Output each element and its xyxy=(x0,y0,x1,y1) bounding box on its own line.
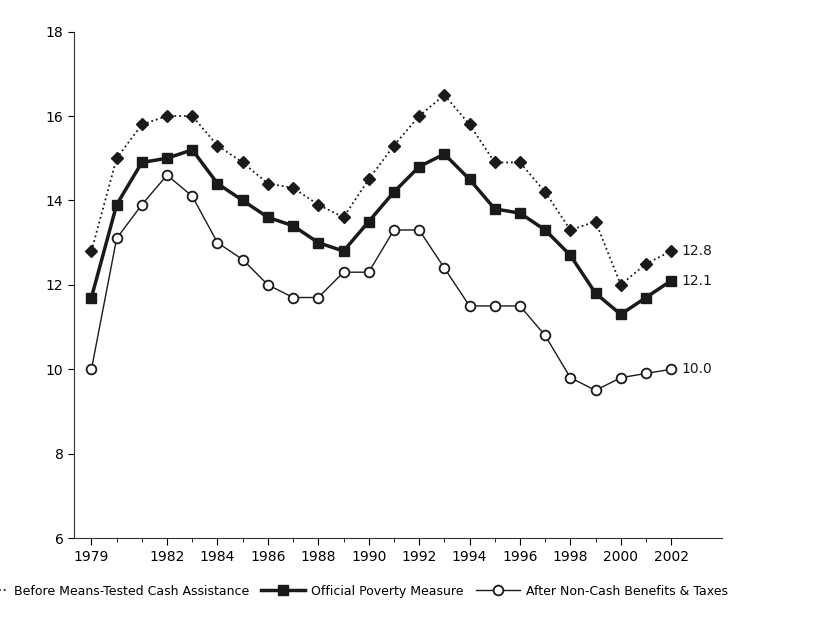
After Non-Cash Benefits & Taxes xyxy=(388,226,398,234)
Before Means-Tested Cash Assistance xyxy=(212,142,222,149)
Official Poverty Measure xyxy=(540,226,550,234)
Before Means-Tested Cash Assistance xyxy=(414,112,423,120)
After Non-Cash Benefits & Taxes xyxy=(162,172,172,179)
After Non-Cash Benefits & Taxes xyxy=(111,235,121,242)
Before Means-Tested Cash Assistance xyxy=(263,180,273,187)
Line: Before Means-Tested Cash Assistance: Before Means-Tested Cash Assistance xyxy=(87,91,675,289)
Before Means-Tested Cash Assistance xyxy=(313,201,323,208)
Official Poverty Measure xyxy=(137,159,147,166)
After Non-Cash Benefits & Taxes xyxy=(540,332,550,339)
Before Means-Tested Cash Assistance xyxy=(590,218,600,225)
After Non-Cash Benefits & Taxes xyxy=(364,268,373,276)
Before Means-Tested Cash Assistance xyxy=(287,184,297,192)
Official Poverty Measure xyxy=(338,248,348,255)
Before Means-Tested Cash Assistance xyxy=(514,159,524,166)
Text: 12.8: 12.8 xyxy=(681,244,711,258)
After Non-Cash Benefits & Taxes xyxy=(87,365,97,373)
Legend: Before Means-Tested Cash Assistance, Official Poverty Measure, After Non-Cash Be: Before Means-Tested Cash Assistance, Off… xyxy=(0,580,732,603)
Line: After Non-Cash Benefits & Taxes: After Non-Cash Benefits & Taxes xyxy=(87,170,675,395)
After Non-Cash Benefits & Taxes xyxy=(414,226,423,234)
After Non-Cash Benefits & Taxes xyxy=(287,294,297,301)
Official Poverty Measure xyxy=(313,239,323,246)
Official Poverty Measure xyxy=(287,222,297,230)
After Non-Cash Benefits & Taxes xyxy=(464,302,474,310)
Before Means-Tested Cash Assistance xyxy=(565,226,575,234)
Official Poverty Measure xyxy=(640,294,650,301)
Before Means-Tested Cash Assistance xyxy=(439,91,449,99)
Official Poverty Measure xyxy=(414,163,423,170)
Before Means-Tested Cash Assistance xyxy=(87,248,97,255)
Before Means-Tested Cash Assistance xyxy=(111,154,121,162)
After Non-Cash Benefits & Taxes xyxy=(489,302,499,310)
Official Poverty Measure xyxy=(238,197,247,204)
Before Means-Tested Cash Assistance xyxy=(615,281,625,289)
Official Poverty Measure xyxy=(666,277,676,284)
After Non-Cash Benefits & Taxes xyxy=(590,387,600,394)
Official Poverty Measure xyxy=(187,146,197,154)
Official Poverty Measure xyxy=(388,188,398,196)
After Non-Cash Benefits & Taxes xyxy=(439,264,449,272)
Official Poverty Measure xyxy=(489,205,499,213)
After Non-Cash Benefits & Taxes xyxy=(313,294,323,301)
Before Means-Tested Cash Assistance xyxy=(489,159,499,166)
Before Means-Tested Cash Assistance xyxy=(137,121,147,128)
Line: Official Poverty Measure: Official Poverty Measure xyxy=(87,145,675,319)
Official Poverty Measure xyxy=(464,175,474,183)
After Non-Cash Benefits & Taxes xyxy=(212,239,222,246)
After Non-Cash Benefits & Taxes xyxy=(338,268,348,276)
Before Means-Tested Cash Assistance xyxy=(388,142,398,149)
Official Poverty Measure xyxy=(565,251,575,259)
Official Poverty Measure xyxy=(590,289,600,297)
Before Means-Tested Cash Assistance xyxy=(187,112,197,120)
Official Poverty Measure xyxy=(162,154,172,162)
Official Poverty Measure xyxy=(263,213,273,221)
After Non-Cash Benefits & Taxes xyxy=(238,256,247,263)
Official Poverty Measure xyxy=(364,218,373,225)
After Non-Cash Benefits & Taxes xyxy=(187,192,197,200)
Before Means-Tested Cash Assistance xyxy=(162,112,172,120)
Before Means-Tested Cash Assistance xyxy=(338,213,348,221)
Before Means-Tested Cash Assistance xyxy=(364,175,373,183)
Before Means-Tested Cash Assistance xyxy=(238,159,247,166)
After Non-Cash Benefits & Taxes xyxy=(514,302,524,310)
After Non-Cash Benefits & Taxes xyxy=(565,374,575,382)
After Non-Cash Benefits & Taxes xyxy=(615,374,625,382)
Text: 10.0: 10.0 xyxy=(681,362,711,376)
Official Poverty Measure xyxy=(111,201,121,208)
Text: 12.1: 12.1 xyxy=(681,273,711,287)
Before Means-Tested Cash Assistance xyxy=(640,260,650,268)
After Non-Cash Benefits & Taxes xyxy=(137,201,147,208)
Official Poverty Measure xyxy=(439,150,449,158)
Before Means-Tested Cash Assistance xyxy=(666,248,676,255)
Before Means-Tested Cash Assistance xyxy=(464,121,474,128)
After Non-Cash Benefits & Taxes xyxy=(263,281,273,289)
After Non-Cash Benefits & Taxes xyxy=(666,365,676,373)
Official Poverty Measure xyxy=(615,311,625,318)
Before Means-Tested Cash Assistance xyxy=(540,188,550,196)
Official Poverty Measure xyxy=(514,210,524,217)
After Non-Cash Benefits & Taxes xyxy=(640,370,650,377)
Official Poverty Measure xyxy=(87,294,97,301)
Official Poverty Measure xyxy=(212,180,222,187)
